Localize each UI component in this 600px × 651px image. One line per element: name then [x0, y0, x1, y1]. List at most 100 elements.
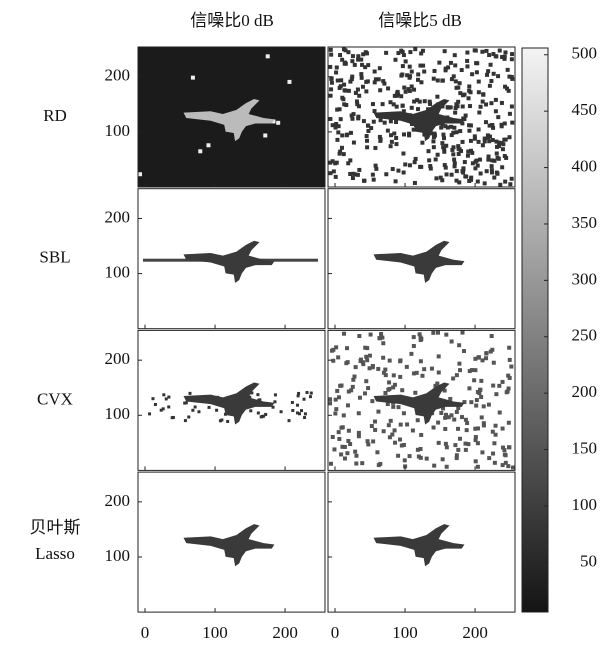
- noise: [362, 119, 366, 123]
- noise: [257, 411, 260, 414]
- noise: [449, 61, 453, 65]
- noise: [380, 336, 384, 340]
- noise: [477, 140, 481, 144]
- noise: [167, 405, 170, 408]
- noise: [494, 424, 498, 428]
- noise: [474, 404, 478, 408]
- noise: [461, 104, 465, 108]
- noise: [342, 83, 346, 87]
- noise: [297, 394, 300, 397]
- noise: [435, 95, 439, 99]
- noise: [386, 129, 390, 133]
- noise: [440, 141, 444, 145]
- noise: [416, 72, 420, 76]
- noise: [455, 373, 459, 377]
- noise: [436, 421, 440, 425]
- noise: [484, 120, 488, 124]
- noise: [480, 50, 484, 54]
- noise: [368, 366, 372, 370]
- noise: [291, 401, 294, 404]
- colorbar-tick-label: 400: [572, 156, 598, 175]
- colorbar-tick-label: 50: [580, 551, 597, 570]
- noise: [490, 164, 494, 168]
- noise: [465, 421, 469, 425]
- x-tick-label: 0: [331, 623, 340, 642]
- noise: [443, 124, 447, 128]
- noise: [389, 419, 393, 423]
- noise: [485, 73, 489, 77]
- noise: [361, 52, 365, 56]
- noise: [334, 398, 338, 402]
- noise: [441, 145, 445, 149]
- noise: [262, 415, 265, 418]
- noise: [507, 421, 511, 425]
- noise: [165, 397, 168, 400]
- noise: [491, 384, 495, 388]
- noise: [487, 139, 491, 143]
- noise: [394, 142, 398, 146]
- noise: [357, 334, 361, 338]
- noise: [484, 351, 488, 355]
- noise: [404, 90, 408, 94]
- noise: [338, 150, 342, 154]
- noise: [335, 389, 339, 393]
- noise: [460, 415, 464, 419]
- noise: [336, 130, 340, 134]
- noise: [403, 162, 407, 166]
- noise: [410, 70, 414, 74]
- noise: [351, 54, 355, 58]
- noise: [381, 356, 385, 360]
- noise: [352, 375, 356, 379]
- noise: [494, 433, 498, 437]
- noise: [303, 398, 306, 401]
- noise: [352, 112, 356, 116]
- noise: [412, 344, 416, 348]
- noise: [389, 119, 393, 123]
- noise: [336, 79, 340, 83]
- noise: [296, 404, 299, 407]
- noise: [444, 333, 448, 337]
- noise: [413, 47, 417, 51]
- noise: [352, 141, 356, 145]
- y-tick-label: 200: [105, 66, 131, 85]
- noise: [494, 109, 498, 113]
- noise: [473, 368, 477, 372]
- noise: [493, 461, 497, 465]
- noise: [372, 178, 376, 182]
- noise: [382, 82, 386, 86]
- noise: [484, 356, 488, 360]
- colorbar-tick-label: 150: [572, 438, 598, 457]
- noise: [489, 79, 493, 83]
- noise: [377, 463, 381, 467]
- noise: [441, 457, 445, 461]
- noise: [425, 457, 429, 461]
- noise: [365, 358, 369, 362]
- noise: [339, 452, 343, 456]
- noise: [432, 464, 436, 468]
- noise: [336, 355, 340, 359]
- noise: [452, 126, 456, 130]
- noise: [340, 96, 344, 100]
- noise: [343, 88, 347, 92]
- noise: [457, 343, 461, 347]
- noise: [442, 150, 446, 154]
- noise: [433, 69, 437, 73]
- noise: [382, 429, 386, 433]
- noise: [369, 333, 373, 337]
- noise: [428, 102, 432, 106]
- noise: [402, 53, 406, 57]
- noise: [432, 77, 436, 81]
- colorbar-tick-label: 300: [572, 269, 598, 288]
- noise: [430, 367, 434, 371]
- panel: [328, 47, 515, 187]
- noise: [489, 350, 493, 354]
- noise: [340, 383, 344, 387]
- noise: [416, 107, 420, 111]
- noise: [365, 139, 369, 143]
- noise: [496, 115, 500, 119]
- noise: [366, 439, 370, 443]
- noise: [334, 126, 338, 130]
- noise: [469, 139, 473, 143]
- noise: [399, 74, 403, 78]
- noise: [481, 358, 485, 362]
